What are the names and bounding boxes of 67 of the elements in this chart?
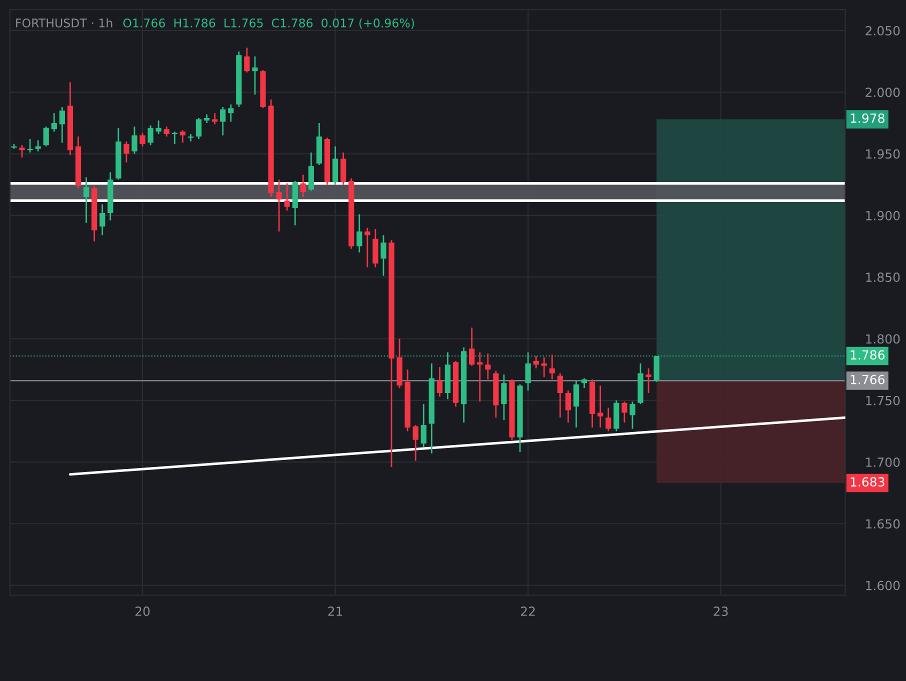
candlestick — [252, 56, 258, 96]
candlestick — [244, 47, 250, 74]
candlestick — [606, 407, 612, 432]
y-tick-label: 1.950 — [866, 149, 900, 159]
candlestick — [124, 140, 130, 164]
band-label: 1.978 — [850, 113, 884, 123]
x-tick-label: 22 — [521, 606, 535, 616]
candlestick — [364, 227, 370, 268]
candlestick — [228, 104, 234, 122]
candlestick — [100, 204, 106, 236]
candlestick — [132, 126, 138, 154]
candlestick — [51, 112, 57, 132]
candlestick — [477, 352, 483, 402]
candlestick — [485, 352, 491, 380]
candlestick — [541, 356, 547, 378]
candlestick — [43, 126, 49, 148]
candlestick — [549, 354, 555, 380]
candlestick — [501, 374, 507, 421]
text: FORTHUSDT · 1h — [16, 18, 112, 28]
candlestick — [83, 176, 90, 224]
text: O1.766 H1.786 L1.765 C1.786 0.017 (+0.96%) — [123, 18, 414, 29]
candlestick — [420, 403, 426, 448]
candlestick — [380, 234, 386, 277]
candlestick — [332, 146, 338, 186]
candlestick — [276, 178, 282, 232]
y-tick-label: 1.800 — [866, 334, 900, 344]
candlestick — [581, 377, 588, 389]
candlestick — [19, 144, 25, 158]
candlestick — [565, 390, 572, 424]
candlestick — [340, 152, 346, 186]
candlestick — [356, 214, 362, 254]
y-tick-label: 2.000 — [866, 88, 900, 98]
candlestick — [284, 182, 290, 212]
candlestick — [35, 140, 41, 152]
candlestick — [533, 355, 539, 370]
candlestick — [412, 424, 418, 462]
candlestick — [164, 126, 170, 138]
y-tick-label: 1.600 — [866, 580, 900, 590]
y-tick-label: 1.900 — [866, 210, 900, 220]
candlestick — [622, 400, 628, 424]
candlestick — [630, 400, 636, 430]
candlestick — [300, 174, 306, 198]
candlestick — [220, 106, 226, 136]
ref-line-label: 1.766 — [850, 374, 884, 384]
candlestick — [573, 380, 580, 428]
candlestick — [557, 372, 563, 418]
candlestick — [180, 130, 186, 144]
candlestick — [156, 120, 162, 135]
candlestick — [598, 384, 604, 428]
band-label: 1.683 — [850, 477, 884, 487]
y-tick-label: 1.650 — [866, 519, 900, 529]
x-tick-label: 20 — [135, 606, 150, 616]
candlestick — [436, 366, 443, 398]
candlestick — [196, 117, 202, 140]
candlestick — [59, 106, 65, 144]
y-tick-label: 1.750 — [866, 396, 900, 406]
x-tick-label: 21 — [328, 606, 342, 616]
y-tick-label: 1.850 — [866, 272, 900, 282]
candlestick — [468, 326, 475, 367]
y-tick-label: 2.050 — [866, 26, 900, 36]
candlestick — [308, 152, 314, 192]
y-tick-label: 1.700 — [866, 458, 900, 467]
x-tick-label: 23 — [714, 606, 728, 616]
candlestick — [140, 132, 146, 148]
ref-line-label: 1.786 — [850, 350, 884, 360]
candlestick — [148, 124, 154, 146]
candlestick — [646, 368, 652, 394]
